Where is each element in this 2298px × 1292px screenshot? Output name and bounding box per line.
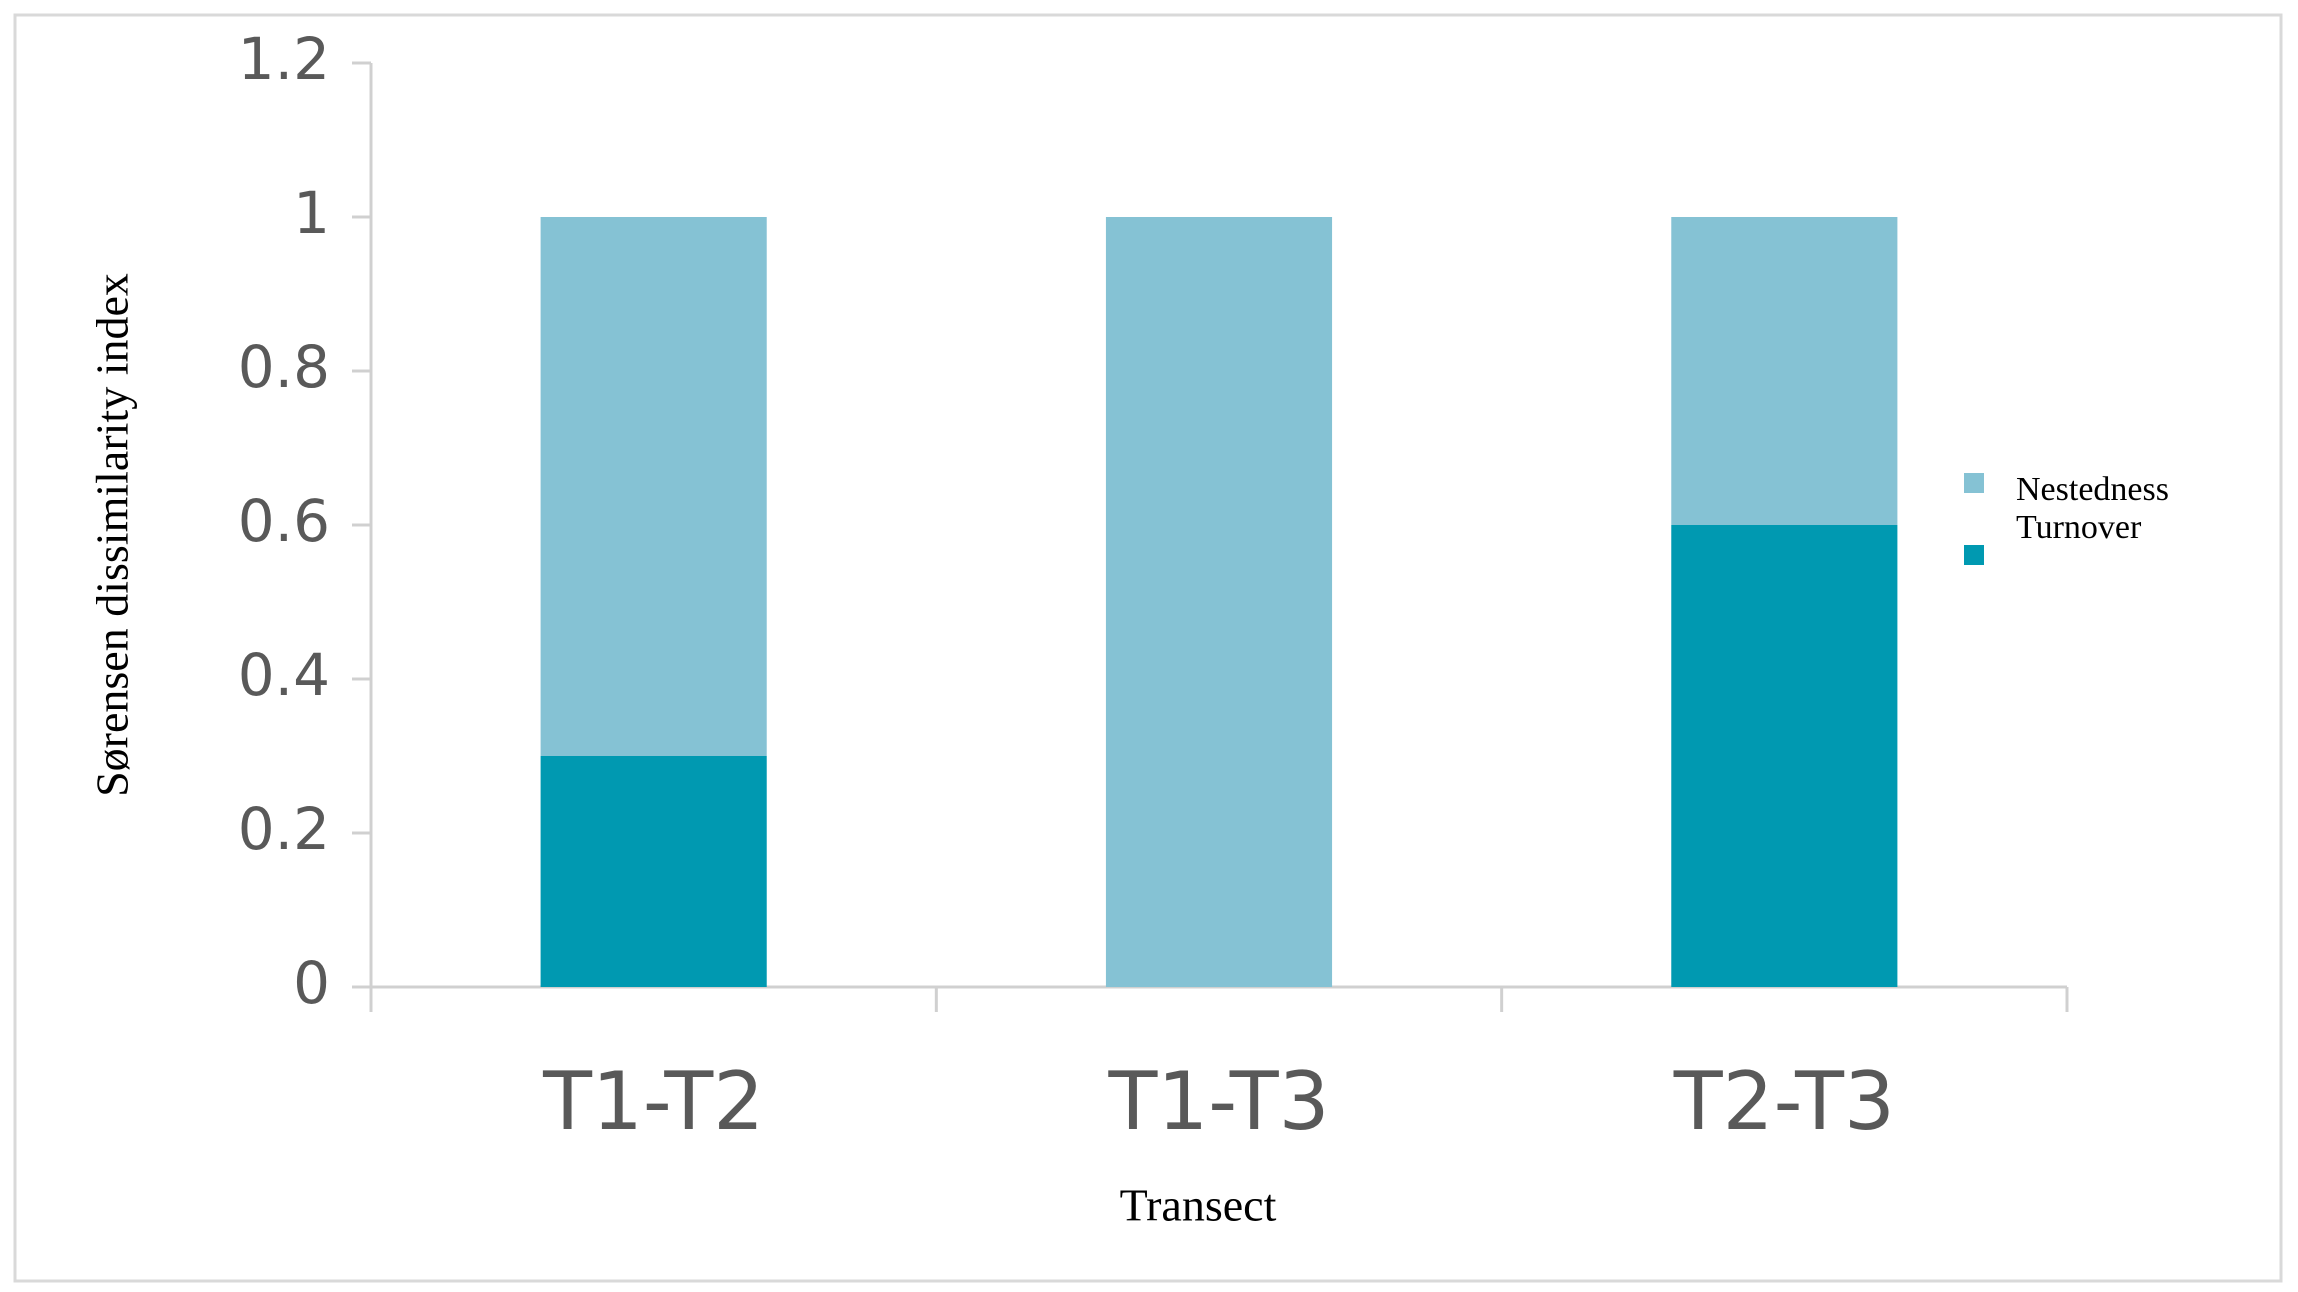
x-tick-label: T1-T2 [542,1055,764,1148]
y-tick-label: 0 [293,949,330,1017]
x-tick-label: T2-T3 [1673,1055,1895,1148]
bar-segment [1671,525,1898,987]
bar-segment [540,756,767,987]
bar-segment [1105,217,1333,987]
y-tick-label: 0.4 [238,641,330,709]
x-tick-label: T1-T3 [1107,1055,1329,1148]
y-tick-label: 0.2 [238,795,330,863]
legend-swatch [1964,473,1984,493]
legend-swatch [1964,545,1984,565]
x-axis-title: Transect [1120,1180,1277,1231]
bar-segment [1671,217,1898,525]
y-tick-label: 1 [293,179,330,247]
y-tick-label: 0.8 [238,333,330,401]
bar-segment [540,217,767,756]
legend-label: Turnover [2016,509,2142,546]
y-tick-label: 1.2 [238,25,330,93]
y-tick-label: 0.6 [238,487,330,555]
y-axis-title: Sørensen dissimilarity index [87,273,138,797]
legend-label: Nestedness [2016,471,2169,508]
